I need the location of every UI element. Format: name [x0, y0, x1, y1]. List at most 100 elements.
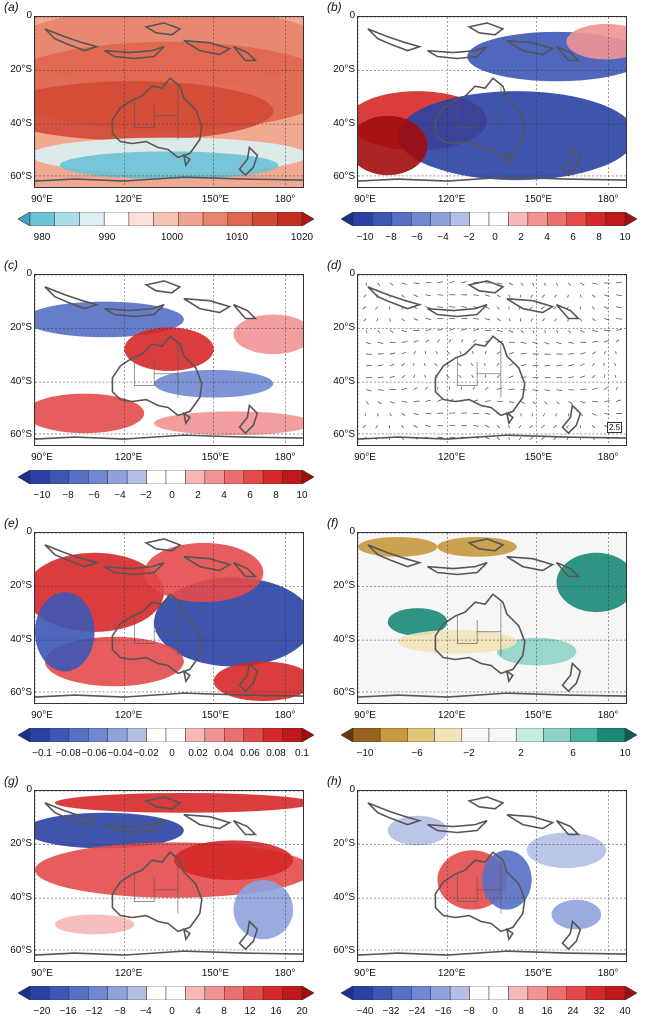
coastline: [561, 145, 582, 177]
colorbar-swatch: [54, 212, 80, 226]
coastline: [555, 45, 581, 62]
colorbar: [18, 470, 314, 484]
coastline: [35, 176, 303, 182]
field-region: [144, 542, 264, 603]
wind-vector: [425, 318, 432, 320]
field-region: [35, 592, 95, 672]
panel-h: (h) 0 20°S 40°S 60°S 90°E 120°E 150°E 180° −40 −32…: [323, 774, 645, 1032]
map-plot: [34, 274, 304, 446]
lat-label: 20°S: [333, 838, 355, 850]
wind-vector: [449, 412, 456, 414]
colorbar-tick-label: −2: [463, 748, 475, 759]
reference-vector-label: 2.5: [607, 422, 623, 433]
colorbar: [18, 986, 314, 1000]
colorbar-tick-label: 2: [518, 748, 524, 759]
wind-vector: [389, 363, 395, 367]
coastline: [467, 22, 505, 36]
coastline: [467, 538, 505, 552]
coastline: [44, 286, 100, 310]
wind-vector: [591, 424, 595, 429]
wind-vector: [591, 306, 595, 310]
wind-vector: [425, 424, 431, 428]
colorbar-swatch: [430, 212, 451, 226]
colorbar-swatch: [282, 470, 303, 484]
colorbar-tick-label: 12: [244, 1006, 256, 1017]
colorbar-swatch: [605, 212, 626, 226]
colorbar-tick-label: 16: [270, 1006, 282, 1017]
lon-label: 150°E: [524, 452, 553, 463]
colorbar-tick-label: −10: [356, 232, 374, 243]
colorbar: [18, 212, 314, 226]
wind-vector: [616, 329, 622, 331]
wind-vector: [508, 294, 511, 298]
lon-label: 90°E: [354, 194, 376, 205]
colorbar-swatch: [49, 986, 70, 1000]
wind-vector: [401, 329, 407, 333]
wind-vector: [425, 306, 431, 309]
colorbar-extend-high: [301, 986, 314, 1000]
field-region: [566, 23, 626, 60]
wind-vector: [461, 328, 467, 331]
wind-vector: [365, 330, 368, 334]
colorbar-tick-label: 8: [273, 490, 279, 501]
lon-label: 120°E: [114, 968, 143, 979]
colorbar-extend-high: [301, 470, 314, 484]
lon-label: 180°: [274, 194, 296, 205]
wind-vector: [434, 363, 438, 367]
lon-label: 150°E: [201, 452, 230, 463]
colorbar-swatch: [352, 212, 373, 226]
colorbar-tick-label: −4: [140, 1006, 152, 1017]
wind-vector: [579, 294, 582, 298]
state-border: [133, 344, 179, 398]
colorbar-tick-label: −16: [434, 1006, 452, 1017]
wind-vector: [508, 388, 515, 391]
colorbar-swatch: [372, 212, 393, 226]
state-border: [133, 860, 179, 914]
wind-vector: [401, 318, 405, 322]
colorbar-tick-label: 980: [33, 232, 51, 243]
colorbar-swatch: [352, 986, 373, 1000]
colorbar-swatch: [227, 212, 253, 226]
wind-vector: [413, 294, 419, 298]
wind-vector: [401, 341, 408, 343]
colorbar-swatch: [488, 212, 509, 226]
wind-vector: [376, 318, 379, 322]
lon-label: 180°: [597, 452, 619, 463]
coastline: [44, 544, 100, 568]
coastline: [238, 145, 259, 177]
wind-vector: [604, 400, 610, 402]
wind-vector: [568, 376, 575, 379]
coastline: [434, 335, 526, 417]
lon-label: 120°E: [114, 194, 143, 205]
lat-label: 60°S: [333, 428, 355, 440]
wind-vector: [413, 340, 419, 343]
colorbar-tick-label: 6: [570, 232, 576, 243]
colorbar-swatch: [282, 728, 303, 742]
wind-vector: [580, 401, 586, 404]
wind-vector: [472, 386, 476, 390]
lon-label: 90°E: [354, 452, 376, 463]
coastline: [561, 403, 582, 435]
lat-label: 60°S: [333, 170, 355, 182]
wind-vector: [540, 306, 545, 310]
lon-label: 180°: [597, 194, 619, 205]
colorbar-tick-label: 0.06: [240, 748, 260, 759]
lon-label: 150°E: [524, 968, 553, 979]
colorbar-swatch: [126, 986, 147, 1000]
coastline: [358, 176, 626, 182]
lat-label: 40°S: [10, 892, 32, 904]
coastline: [35, 950, 303, 956]
coastline: [367, 544, 423, 568]
wind-vector: [437, 386, 439, 390]
colorbar-tick-label: 32: [593, 1006, 605, 1017]
wind-vector: [365, 282, 368, 286]
wind-vector: [532, 401, 536, 405]
field-region: [154, 411, 303, 436]
wind-vector: [614, 374, 617, 378]
wind-vector: [425, 329, 432, 331]
coastline: [367, 286, 423, 310]
colorbar-swatch: [243, 986, 264, 1000]
wind-vector: [591, 374, 596, 379]
wind-vector: [592, 329, 598, 332]
lon-label: 90°E: [31, 968, 53, 979]
